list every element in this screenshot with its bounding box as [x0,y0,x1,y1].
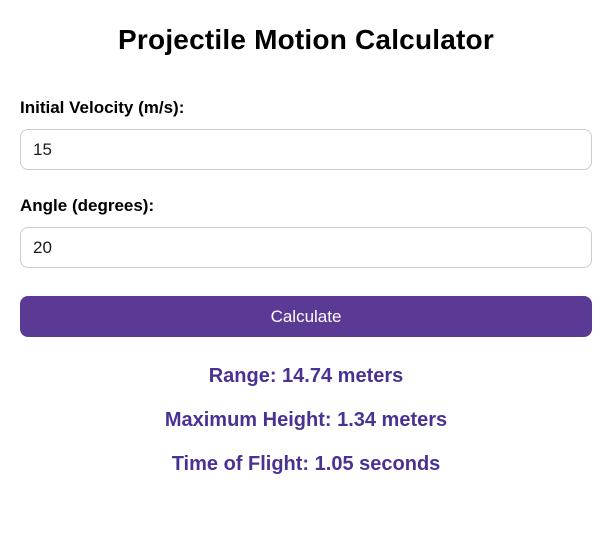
projectile-motion-calculator: Projectile Motion Calculator Initial Vel… [20,24,592,476]
velocity-label: Initial Velocity (m/s): [20,98,185,118]
velocity-input[interactable] [20,129,592,171]
page-title: Projectile Motion Calculator [118,24,494,55]
calculate-button[interactable]: Calculate [20,296,592,338]
result-range: Range: 14.74 meters [208,365,404,388]
results-section: Range: 14.74 meters Maximum Height: 1.34… [20,365,592,476]
angle-field: Angle (degrees): [20,196,592,269]
angle-label: Angle (degrees): [20,196,155,216]
velocity-field: Initial Velocity (m/s): [20,98,592,171]
angle-input[interactable] [20,227,592,269]
result-max-height: Maximum Height: 1.34 meters [164,409,448,432]
result-time-of-flight: Time of Flight: 1.05 seconds [171,453,441,476]
